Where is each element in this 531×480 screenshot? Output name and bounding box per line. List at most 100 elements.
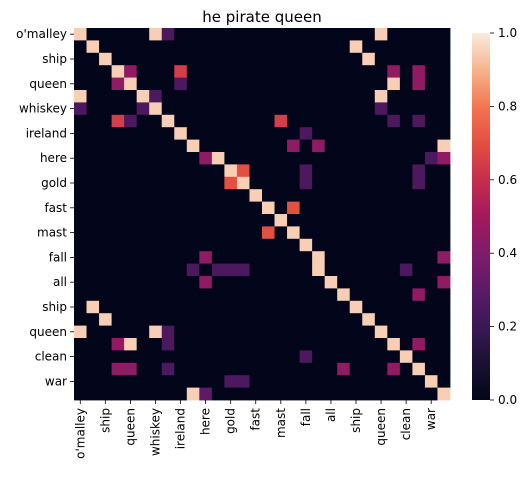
heatmap-cell xyxy=(224,176,238,190)
heatmap-cell xyxy=(274,201,288,215)
heatmap-cell xyxy=(287,226,300,240)
heatmap-cell xyxy=(174,40,188,54)
heatmap-cell xyxy=(362,251,376,264)
heatmap-cell xyxy=(161,90,175,103)
heatmap-cell xyxy=(161,189,175,202)
heatmap-cell xyxy=(362,226,376,240)
heatmap-cell xyxy=(211,139,225,153)
heatmap-cell xyxy=(337,338,351,351)
colorbar-tick-label: 0.2 xyxy=(498,320,517,334)
heatmap-cell xyxy=(299,201,313,215)
heatmap-cell xyxy=(186,238,200,252)
heatmap-cell xyxy=(161,338,175,351)
heatmap-cell xyxy=(186,176,200,190)
heatmap-cell xyxy=(337,226,351,240)
heatmap-cell xyxy=(186,102,200,116)
heatmap-cell xyxy=(324,288,338,302)
heatmap-cell xyxy=(99,362,112,376)
heatmap-cell xyxy=(74,226,87,240)
heatmap-cell xyxy=(374,288,388,302)
heatmap-cell xyxy=(362,139,376,153)
heatmap-cell xyxy=(274,375,288,388)
heatmap-cell xyxy=(399,350,413,364)
heatmap-cell xyxy=(186,362,200,376)
heatmap-cell xyxy=(111,28,125,41)
heatmap-cell xyxy=(399,201,413,215)
heatmap-cell xyxy=(374,40,388,54)
heatmap-cell xyxy=(249,362,263,376)
heatmap-cell xyxy=(387,176,401,190)
heatmap-cell xyxy=(399,164,413,178)
heatmap-cell xyxy=(199,77,213,91)
heatmap-cell xyxy=(74,214,87,227)
heatmap-cell xyxy=(424,251,438,264)
heatmap-cell xyxy=(236,362,250,376)
heatmap-cell xyxy=(149,338,163,351)
heatmap-cell xyxy=(337,127,351,140)
heatmap-cell xyxy=(424,176,438,190)
heatmap-cell xyxy=(74,325,87,339)
heatmap-cell xyxy=(299,226,313,240)
heatmap-cell xyxy=(437,176,451,190)
heatmap-cell xyxy=(86,288,100,302)
heatmap-cell xyxy=(249,387,263,401)
heatmap-cell xyxy=(74,350,87,364)
heatmap-cell xyxy=(74,40,87,54)
heatmap-cell xyxy=(274,52,288,66)
heatmap-cell xyxy=(412,139,426,153)
heatmap-cell xyxy=(362,65,376,78)
heatmap-cell xyxy=(312,238,326,252)
heatmap-cell xyxy=(74,189,87,202)
heatmap-cell xyxy=(387,28,401,41)
heatmap-cell xyxy=(349,226,363,240)
heatmap-cell xyxy=(224,102,238,116)
heatmap-cell xyxy=(287,288,300,302)
heatmap-cell xyxy=(312,375,326,388)
heatmap-cell xyxy=(111,127,125,140)
heatmap-cell xyxy=(287,102,300,116)
heatmap-cell xyxy=(349,127,363,140)
heatmap-cell xyxy=(424,52,438,66)
heatmap-cell xyxy=(74,102,87,116)
heatmap-cell xyxy=(124,189,138,202)
heatmap-cell xyxy=(437,102,451,116)
heatmap-cell xyxy=(349,189,363,202)
heatmap-cell xyxy=(236,375,250,388)
heatmap-cell xyxy=(299,238,313,252)
heatmap-cell xyxy=(224,375,238,388)
heatmap-cell xyxy=(312,152,326,165)
heatmap-cell xyxy=(174,189,188,202)
heatmap-cell xyxy=(262,288,275,302)
heatmap-cell xyxy=(136,338,150,351)
heatmap-cell xyxy=(161,102,175,116)
heatmap-cell xyxy=(299,77,313,91)
heatmap-cell xyxy=(199,152,213,165)
heatmap-cell xyxy=(199,139,213,153)
heatmap-cell xyxy=(374,238,388,252)
heatmap-cell xyxy=(211,300,225,314)
heatmap-cell xyxy=(199,350,213,364)
heatmap-cell xyxy=(299,164,313,178)
x-tick-label: queen xyxy=(374,408,388,446)
x-tick-label: whiskey xyxy=(148,408,162,456)
heatmap-cell xyxy=(324,387,338,401)
heatmap-cell xyxy=(299,214,313,227)
heatmap-cell xyxy=(312,127,326,140)
heatmap-cell xyxy=(337,251,351,264)
heatmap-cell xyxy=(224,77,238,91)
heatmap-cell xyxy=(374,114,388,128)
heatmap-cell xyxy=(437,350,451,364)
heatmap-cell xyxy=(186,263,200,277)
heatmap-cell xyxy=(249,139,263,153)
heatmap-cell xyxy=(161,65,175,78)
heatmap-cell xyxy=(111,313,125,326)
heatmap-cell xyxy=(186,189,200,202)
heatmap-cell xyxy=(374,189,388,202)
heatmap-cell xyxy=(324,226,338,240)
heatmap-cell xyxy=(437,90,451,103)
heatmap-cell xyxy=(74,263,87,277)
heatmap-cell xyxy=(186,90,200,103)
heatmap-cell xyxy=(399,338,413,351)
heatmap-cell xyxy=(86,201,100,215)
heatmap-cell xyxy=(224,338,238,351)
